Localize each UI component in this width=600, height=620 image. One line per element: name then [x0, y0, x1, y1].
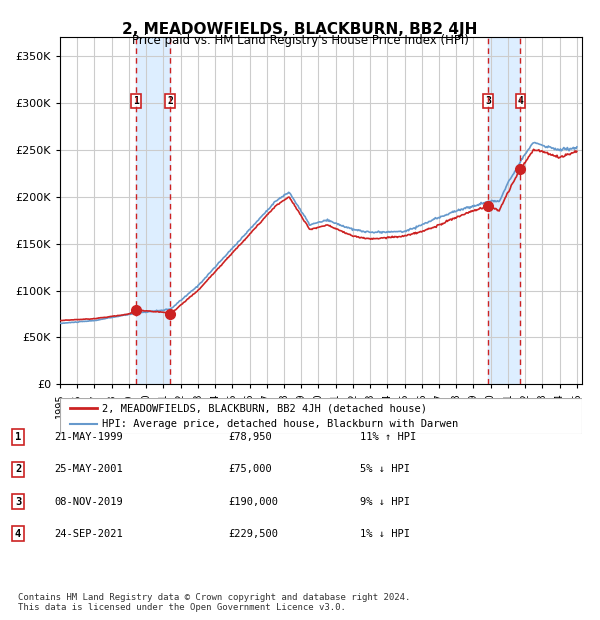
Text: 11% ↑ HPI: 11% ↑ HPI — [360, 432, 416, 442]
Text: 5% ↓ HPI: 5% ↓ HPI — [360, 464, 410, 474]
Text: Price paid vs. HM Land Registry's House Price Index (HPI): Price paid vs. HM Land Registry's House … — [131, 34, 469, 47]
Text: HPI: Average price, detached house, Blackburn with Darwen: HPI: Average price, detached house, Blac… — [102, 419, 458, 429]
Text: 24-SEP-2021: 24-SEP-2021 — [54, 529, 123, 539]
Text: 25-MAY-2001: 25-MAY-2001 — [54, 464, 123, 474]
Bar — [136, 37, 170, 384]
Text: 2: 2 — [15, 464, 21, 474]
Text: £75,000: £75,000 — [228, 464, 272, 474]
Text: Contains HM Land Registry data © Crown copyright and database right 2024.
This d: Contains HM Land Registry data © Crown c… — [18, 593, 410, 612]
Text: 3: 3 — [15, 497, 21, 507]
Text: 08-NOV-2019: 08-NOV-2019 — [54, 497, 123, 507]
Text: 4: 4 — [15, 529, 21, 539]
FancyBboxPatch shape — [60, 398, 582, 434]
Text: 2: 2 — [167, 96, 173, 106]
Text: 1: 1 — [133, 96, 139, 106]
Text: 2, MEADOWFIELDS, BLACKBURN, BB2 4JH: 2, MEADOWFIELDS, BLACKBURN, BB2 4JH — [122, 22, 478, 37]
Text: £229,500: £229,500 — [228, 529, 278, 539]
Text: 9% ↓ HPI: 9% ↓ HPI — [360, 497, 410, 507]
Text: 3: 3 — [485, 96, 491, 106]
Text: £190,000: £190,000 — [228, 497, 278, 507]
Text: 1: 1 — [15, 432, 21, 442]
Text: 2, MEADOWFIELDS, BLACKBURN, BB2 4JH (detached house): 2, MEADOWFIELDS, BLACKBURN, BB2 4JH (det… — [102, 403, 427, 413]
Text: 4: 4 — [518, 96, 523, 106]
Bar — [488, 37, 520, 384]
Text: £78,950: £78,950 — [228, 432, 272, 442]
Text: 21-MAY-1999: 21-MAY-1999 — [54, 432, 123, 442]
Text: 1% ↓ HPI: 1% ↓ HPI — [360, 529, 410, 539]
